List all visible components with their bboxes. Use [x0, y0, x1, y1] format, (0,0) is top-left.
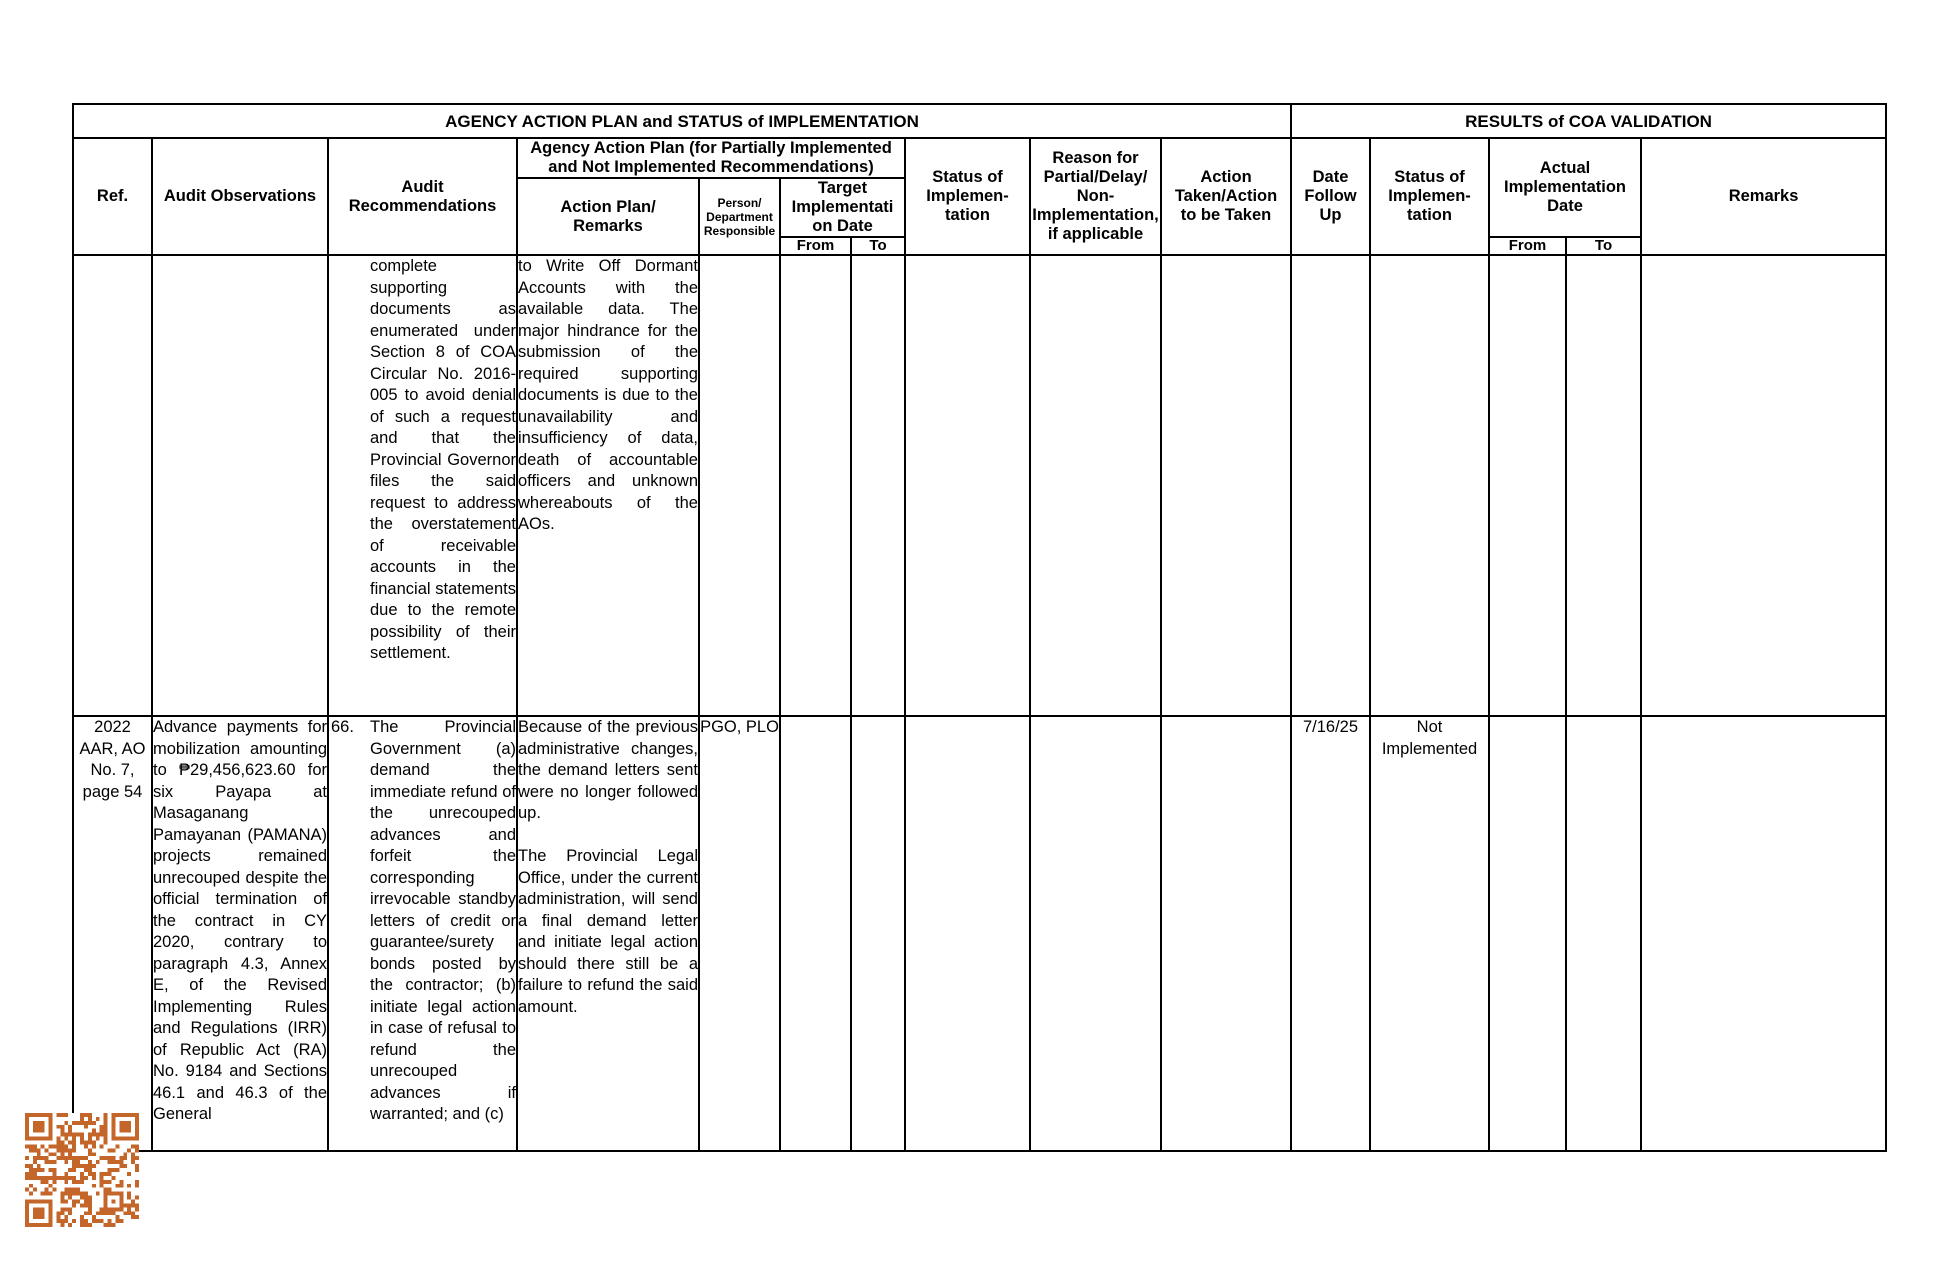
cell-actual-to — [1565, 715, 1643, 1152]
header-row-sections: AGENCY ACTION PLAN and STATUS of IMPLEME… — [71, 103, 1888, 139]
cell-coa-status: Not Implemented — [1369, 715, 1491, 1152]
cell-remarks — [1640, 254, 1888, 717]
header-row-columns: Action Plan/ Remarks Person/ Department … — [73, 177, 1886, 256]
cell-actual-to — [1565, 254, 1643, 717]
recommendation-number: 66. — [331, 718, 354, 736]
header-row-groups: Ref. Audit Observations Audit Recommenda… — [72, 137, 1888, 256]
col-group-agency-action-plan: Agency Action Plan (for Partially Implem… — [516, 137, 906, 179]
cell-date-follow-up: 7/16/25 — [1290, 715, 1372, 1152]
cell-action-plan-remarks: to Write Off Dormant Accounts with the a… — [516, 254, 700, 717]
col-header-audit-recommendations: Audit Recommendations — [327, 137, 518, 256]
cell-action-plan-remarks: Because of the previous administrative c… — [516, 715, 700, 1152]
cell-audit-observations — [151, 254, 329, 717]
cell-target-to — [850, 254, 906, 717]
col-header-action-taken: Action Taken/Action to be Taken — [1159, 137, 1293, 256]
cell-audit-recommendations: complete supporting documents as enumera… — [327, 254, 518, 717]
cell-status-of-implementation — [904, 254, 1031, 717]
col-header-date-follow-up: Date Follow Up — [1290, 137, 1372, 256]
cell-coa-status — [1369, 254, 1491, 717]
table-row: complete supporting documents as enumera… — [72, 254, 1888, 717]
col-header-target-from: From — [779, 236, 852, 256]
col-header-audit-observations: Audit Observations — [151, 137, 329, 256]
recommendation-text: The Provincial Government (a) demand the… — [370, 718, 516, 1123]
cell-action-taken — [1159, 254, 1293, 717]
cell-action-taken — [1159, 715, 1293, 1152]
cell-actual-from — [1488, 254, 1568, 717]
col-header-status-of-implementation: Status of Implemen- tation — [904, 137, 1031, 256]
cell-audit-recommendations: 66. The Provincial Government (a) demand… — [327, 715, 518, 1152]
col-header-actual-to: To — [1565, 236, 1643, 256]
col-header-person-department: Person/ Department Responsible — [698, 177, 781, 256]
cell-target-from — [779, 715, 852, 1152]
cell-ref — [72, 254, 153, 717]
table-row: 2022 AAR, AO No. 7, page 54 Advance paym… — [72, 715, 1888, 1152]
cell-reason — [1029, 254, 1162, 717]
cell-ref: 2022 AAR, AO No. 7, page 54 — [72, 715, 153, 1152]
header-row-fromto: From To From To — [73, 236, 1886, 256]
cell-actual-from — [1488, 715, 1568, 1152]
cell-remarks — [1640, 715, 1888, 1152]
col-group-actual-implementation-date: Actual Implementation Date — [1488, 137, 1643, 238]
recommendation-text: complete supporting documents as enumera… — [370, 257, 516, 662]
col-header-target-to: To — [850, 236, 906, 256]
cell-audit-observations: Advance payments for mobilization amount… — [151, 715, 329, 1152]
cell-date-follow-up — [1290, 254, 1372, 717]
coa-section-header: RESULTS of COA VALIDATION — [1290, 103, 1888, 139]
col-group-target-implementation-date: Target Implementati on Date — [779, 177, 906, 238]
col-header-remarks: Remarks — [1640, 137, 1888, 256]
qr-code — [25, 1113, 139, 1227]
cell-person-department: PGO, PLO — [698, 715, 781, 1152]
cell-reason — [1029, 715, 1162, 1152]
agency-section-header: AGENCY ACTION PLAN and STATUS of IMPLEME… — [71, 103, 1293, 139]
cell-target-to — [850, 715, 906, 1152]
action-plan-table: AGENCY ACTION PLAN and STATUS of IMPLEME… — [71, 103, 1888, 1152]
cell-status-of-implementation — [904, 715, 1031, 1152]
cell-target-from — [779, 254, 852, 717]
col-header-ref: Ref. — [72, 137, 153, 256]
col-header-reason: Reason for Partial/Delay/ Non- Implement… — [1029, 137, 1162, 256]
col-header-actual-from: From — [1488, 236, 1568, 256]
col-header-coa-status: Status of Implemen- tation — [1369, 137, 1491, 256]
cell-person-department — [698, 254, 781, 717]
col-header-action-plan-remarks: Action Plan/ Remarks — [516, 177, 700, 256]
